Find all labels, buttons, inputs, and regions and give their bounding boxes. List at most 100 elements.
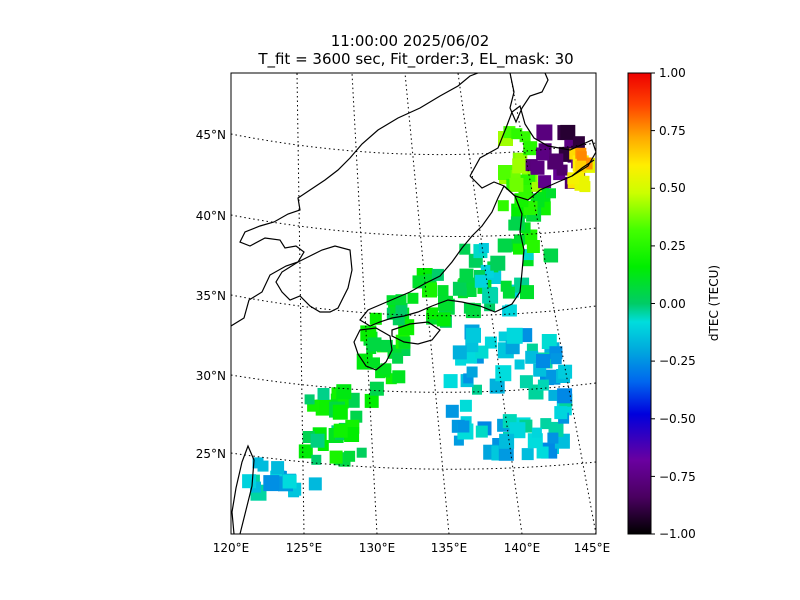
plot-title-line2: T_fit = 3600 sec, Fit_order:3, EL_mask: … — [257, 50, 573, 69]
dtec-cell-pacific-offshore — [466, 366, 478, 378]
lat-tick-35: 35°N — [196, 289, 226, 303]
colorbar: 1.00 0.75 0.50 0.25 0.00 −0.25 −0.50 −0.… — [627, 66, 721, 541]
dtec-cell-pacific-offshore — [557, 388, 573, 404]
lat-tick-25: 25°N — [196, 447, 226, 461]
colorbar-tick-neg0.50: −0.50 — [659, 412, 696, 426]
dtec-cell-honshu-central — [522, 249, 534, 261]
coast-taiwan — [231, 444, 255, 534]
dtec-cell-kyushu — [380, 363, 392, 375]
dtec-cell-hokkaido-west — [509, 177, 524, 192]
dtec-cell-honshu-west — [438, 295, 453, 311]
dtec-cell-kyushu — [367, 337, 382, 352]
dtec-cell-honshu-central — [465, 303, 481, 319]
dtec-cell-honshu-central — [520, 285, 534, 300]
dtec-cell-pacific-offshore — [514, 359, 525, 370]
dtec-cell-hokkaido-east — [564, 137, 576, 149]
map-area — [230, 72, 597, 535]
dtec-cell-honshu-central — [502, 286, 515, 299]
dtec-cell-kyushu — [375, 368, 386, 379]
dtec-cell-ryukyu-okinawa — [344, 427, 360, 442]
meridian-140 — [457, 73, 523, 534]
dtec-cell-hokkaido-west — [512, 158, 528, 174]
dtec-cell-honshu-west — [452, 281, 467, 296]
dtec-cell-kyushu — [380, 339, 393, 352]
lon-tick-145: 145°E — [574, 541, 611, 555]
dtec-cell-hokkaido-west — [523, 141, 538, 156]
dtec-cell-tohoku — [514, 234, 525, 246]
dtec-cell-ryukyu-okinawa — [329, 450, 343, 464]
dtec-cell-hokkaido-east — [536, 124, 553, 141]
dtec-cell-pacific-offshore — [525, 350, 539, 364]
dtec-cell-hokkaido-east — [547, 153, 564, 170]
dtec-cell-ryukyu-okinawa — [350, 410, 363, 423]
colorbar-tick-0.75: 0.75 — [659, 124, 686, 138]
dtec-cell-honshu-central — [474, 274, 488, 288]
lon-tick-140: 140°E — [504, 541, 541, 555]
graticule — [231, 73, 596, 534]
lat-tick-40: 40°N — [196, 209, 226, 223]
dtec-cell-pacific-offshore — [540, 418, 552, 430]
dtec-cell-ryukyu-okinawa — [333, 423, 348, 438]
dtec-cell-ryukyu-okinawa — [332, 404, 348, 420]
coast-honshu — [359, 185, 525, 327]
parallel-30 — [231, 374, 596, 393]
colorbar-tick-0.00: 0.00 — [659, 297, 686, 311]
dtec-cell-tohoku — [526, 240, 540, 253]
dtec-cell-honshu-west — [395, 294, 407, 306]
dtec-cell-kyushu — [392, 352, 404, 364]
dtec-cell-hokkaido-east — [556, 164, 568, 176]
lon-tick-135: 135°E — [431, 541, 468, 555]
parallel-45 — [231, 133, 596, 156]
dtec-cell-hokkaido-east — [536, 147, 550, 161]
dtec-cell-honshu-west — [407, 292, 419, 304]
dtec-cell-pacific-offshore — [452, 345, 467, 360]
dtec-cell-honshu-central — [459, 243, 471, 255]
colorbar-tick-0.25: 0.25 — [659, 239, 686, 253]
meridian-135 — [404, 73, 450, 534]
dtec-cell-pacific-offshore — [498, 331, 509, 342]
dtec-cells-layer — [242, 124, 595, 501]
dtec-cell-ryukyu-okinawa — [336, 384, 352, 400]
dtec-cell-pacific-offshore — [475, 345, 489, 359]
dtec-cell-honshu-central — [490, 255, 506, 271]
dtec-cell-pacific-offshore — [537, 379, 549, 391]
dtec-cell-southwest-ryukyu — [257, 460, 269, 472]
dtec-cell-kyushu — [392, 370, 406, 384]
dtec-cell-hokkaido-west — [531, 181, 542, 192]
dtec-cell-tohoku — [497, 238, 512, 253]
dtec-cell-kuril-east — [569, 148, 581, 160]
dtec-cell-pacific-offshore — [455, 354, 467, 366]
dtec-cell-pacific-offshore — [506, 327, 523, 344]
lon-tick-130: 130°E — [359, 541, 396, 555]
coast-korea — [275, 245, 353, 313]
dtec-cell-pacific-offshore — [547, 432, 559, 444]
dtec-cell-pacific-offshore — [475, 425, 488, 438]
dtec-cell-pacific-offshore — [445, 404, 459, 418]
dtec-cell-kyushu — [369, 381, 384, 396]
colorbar-tick-neg0.75: −0.75 — [659, 470, 696, 484]
dtec-cell-southwest-ryukyu — [242, 474, 257, 489]
dtec-cell-hokkaido-west — [519, 131, 531, 143]
dtec-cell-hokkaido-west — [498, 165, 513, 180]
dtec-cell-hokkaido-east — [560, 124, 576, 140]
dtec-cell-honshu-west — [436, 312, 451, 327]
dtec-cell-hokkaido-east — [538, 175, 552, 189]
coast-kyushu — [353, 327, 393, 371]
dtec-cell-honshu-central — [484, 300, 496, 312]
dtec-cell-pacific-offshore — [558, 364, 573, 379]
dtec-cell-ryukyu-okinawa — [310, 433, 325, 448]
coast-sakhalin — [509, 73, 549, 124]
colorbar-label: dTEC (TECU) — [707, 265, 721, 341]
meridian-145 — [509, 73, 596, 534]
dtec-cell-kyushu — [385, 373, 397, 385]
colorbar-gradient — [627, 72, 652, 535]
dtec-cell-tohoku — [546, 188, 556, 199]
colorbar-tick-0.50: 0.50 — [659, 181, 686, 195]
dtec-cell-ryukyu-okinawa — [364, 393, 379, 408]
dtec-cell-kyushu — [369, 357, 380, 369]
coast-shikoku — [391, 321, 441, 345]
coast-china-russia — [231, 73, 479, 327]
dtec-cell-pacific-offshore — [519, 375, 533, 389]
dtec-cell-pacific-offshore — [554, 433, 570, 449]
